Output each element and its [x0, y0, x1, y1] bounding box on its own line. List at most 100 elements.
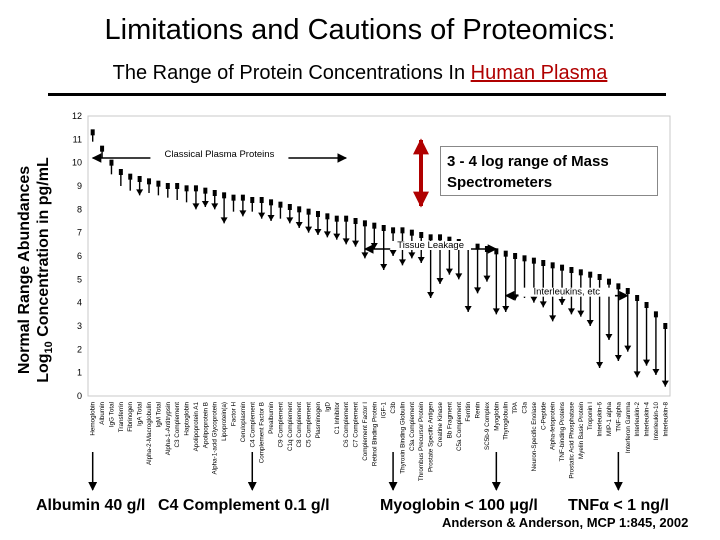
value-mark	[541, 260, 546, 266]
category-label: Ceruloplasmin	[240, 402, 247, 443]
value-mark	[400, 227, 405, 234]
category-label: Myoglobin	[493, 402, 500, 431]
range-arrowhead	[333, 233, 341, 240]
range-arrowhead	[464, 306, 472, 312]
value-mark	[513, 253, 518, 259]
range-arrowhead	[661, 380, 669, 387]
y-tick-label: 7	[77, 228, 82, 238]
value-mark	[353, 218, 358, 224]
value-mark	[625, 288, 630, 294]
value-mark	[438, 234, 443, 241]
category-label: Prostate Specific Antigen	[428, 402, 435, 473]
value-mark	[522, 255, 527, 262]
value-mark	[597, 274, 602, 280]
y-tick-label: 8	[77, 204, 82, 214]
value-mark	[175, 183, 180, 189]
category-label: C3 Complement	[174, 402, 181, 448]
plot-frame	[87, 115, 671, 397]
category-label: Albumin	[99, 402, 106, 425]
range-arrowhead	[502, 306, 510, 312]
category-label: Alpha-fetoprotein	[550, 402, 557, 450]
category-label: IgA Total	[137, 402, 144, 426]
category-label: C3b	[390, 402, 397, 414]
category-label: Hemoglobin	[90, 402, 97, 436]
range-arrowhead	[643, 359, 651, 366]
category-label: Myelin Basic Protein	[578, 402, 585, 460]
y-tick-label: 6	[77, 251, 82, 261]
y-tick-label: 1	[77, 368, 82, 378]
category-label: Lipoprotein(a)	[221, 402, 228, 441]
category-label: C9 Complement	[277, 402, 284, 448]
range-arrowhead	[539, 301, 547, 308]
value-mark	[428, 234, 433, 241]
category-label: Alpha-1-Antitrypsin	[165, 402, 172, 456]
range-arrowhead	[445, 268, 453, 275]
citation: Anderson & Anderson, MCP 1:845, 2002	[442, 515, 689, 530]
value-mark	[419, 232, 424, 238]
category-label: Interleukin-6	[597, 402, 604, 437]
subtitle-text: The Range of Protein Concentrations In	[112, 62, 471, 84]
range-arrowhead	[427, 292, 435, 298]
value-mark	[240, 194, 245, 201]
value-mark	[663, 323, 668, 329]
range-arrowhead	[614, 355, 622, 361]
value-mark	[147, 178, 152, 185]
value-mark	[156, 180, 161, 187]
category-label: Renin	[475, 402, 482, 419]
range-arrowhead	[624, 345, 632, 352]
value-mark	[90, 129, 95, 136]
range-arrowhead	[586, 320, 594, 326]
value-mark	[569, 267, 574, 273]
category-label: Plasminogen	[315, 402, 322, 439]
range-arrowhead	[323, 231, 331, 238]
value-mark	[212, 190, 217, 196]
albumin-note: Albumin 40 g/l	[36, 497, 146, 514]
range-arrowhead	[192, 203, 200, 210]
value-mark	[334, 215, 339, 222]
annotation-label-bg	[150, 150, 289, 159]
range-arrowhead	[558, 299, 566, 305]
range-arrowhead	[633, 371, 641, 378]
value-mark	[128, 173, 133, 180]
y-tick-label: 12	[72, 111, 82, 121]
range-arrowhead	[305, 226, 313, 233]
category-label: C-Peptide	[540, 402, 547, 430]
category-label: Neuron-Specific Enolase	[531, 402, 538, 472]
value-mark	[616, 283, 621, 290]
value-mark	[588, 271, 593, 278]
value-mark	[578, 269, 583, 276]
category-label: C3a	[522, 402, 529, 414]
category-label: Troponin I	[587, 402, 594, 430]
range-arrowhead	[483, 275, 491, 282]
range-arrowhead	[389, 250, 397, 256]
category-label: Interleukin-8	[662, 402, 669, 437]
value-mark	[362, 220, 367, 227]
value-mark	[409, 229, 414, 236]
range-arrowhead	[436, 278, 444, 284]
category-label: SC5b-9 Complex	[484, 401, 491, 450]
category-label: Prostatic Acid Phosphatase	[568, 402, 575, 479]
value-mark	[287, 204, 292, 210]
category-label: C8 Complement	[296, 402, 303, 448]
value-mark	[550, 262, 555, 269]
slide-title: Limitations and Cautions of Proteomics:	[104, 14, 616, 46]
value-mark	[560, 264, 565, 271]
value-mark	[531, 257, 536, 264]
range-arrowhead	[380, 264, 388, 270]
category-label: Thyroxin Binding Globulin	[399, 402, 406, 474]
range-arrowhead	[577, 310, 585, 317]
range-arrowhead	[352, 240, 360, 247]
value-mark	[447, 236, 452, 243]
value-mark	[231, 194, 236, 201]
value-mark	[137, 176, 142, 182]
range-arrowhead	[417, 257, 425, 263]
category-label: Alpha-2-Macroglobulin	[146, 402, 153, 466]
category-label: Prealbumin	[268, 402, 275, 434]
value-mark	[325, 213, 330, 220]
category-label: Transferrin	[118, 402, 125, 433]
c4-complement-note: C4 Complement 0.1 g/l	[158, 497, 330, 514]
range-arrowhead	[342, 238, 350, 245]
value-mark	[259, 197, 264, 203]
value-mark	[391, 227, 396, 234]
y-tick-label: 5	[77, 274, 82, 284]
